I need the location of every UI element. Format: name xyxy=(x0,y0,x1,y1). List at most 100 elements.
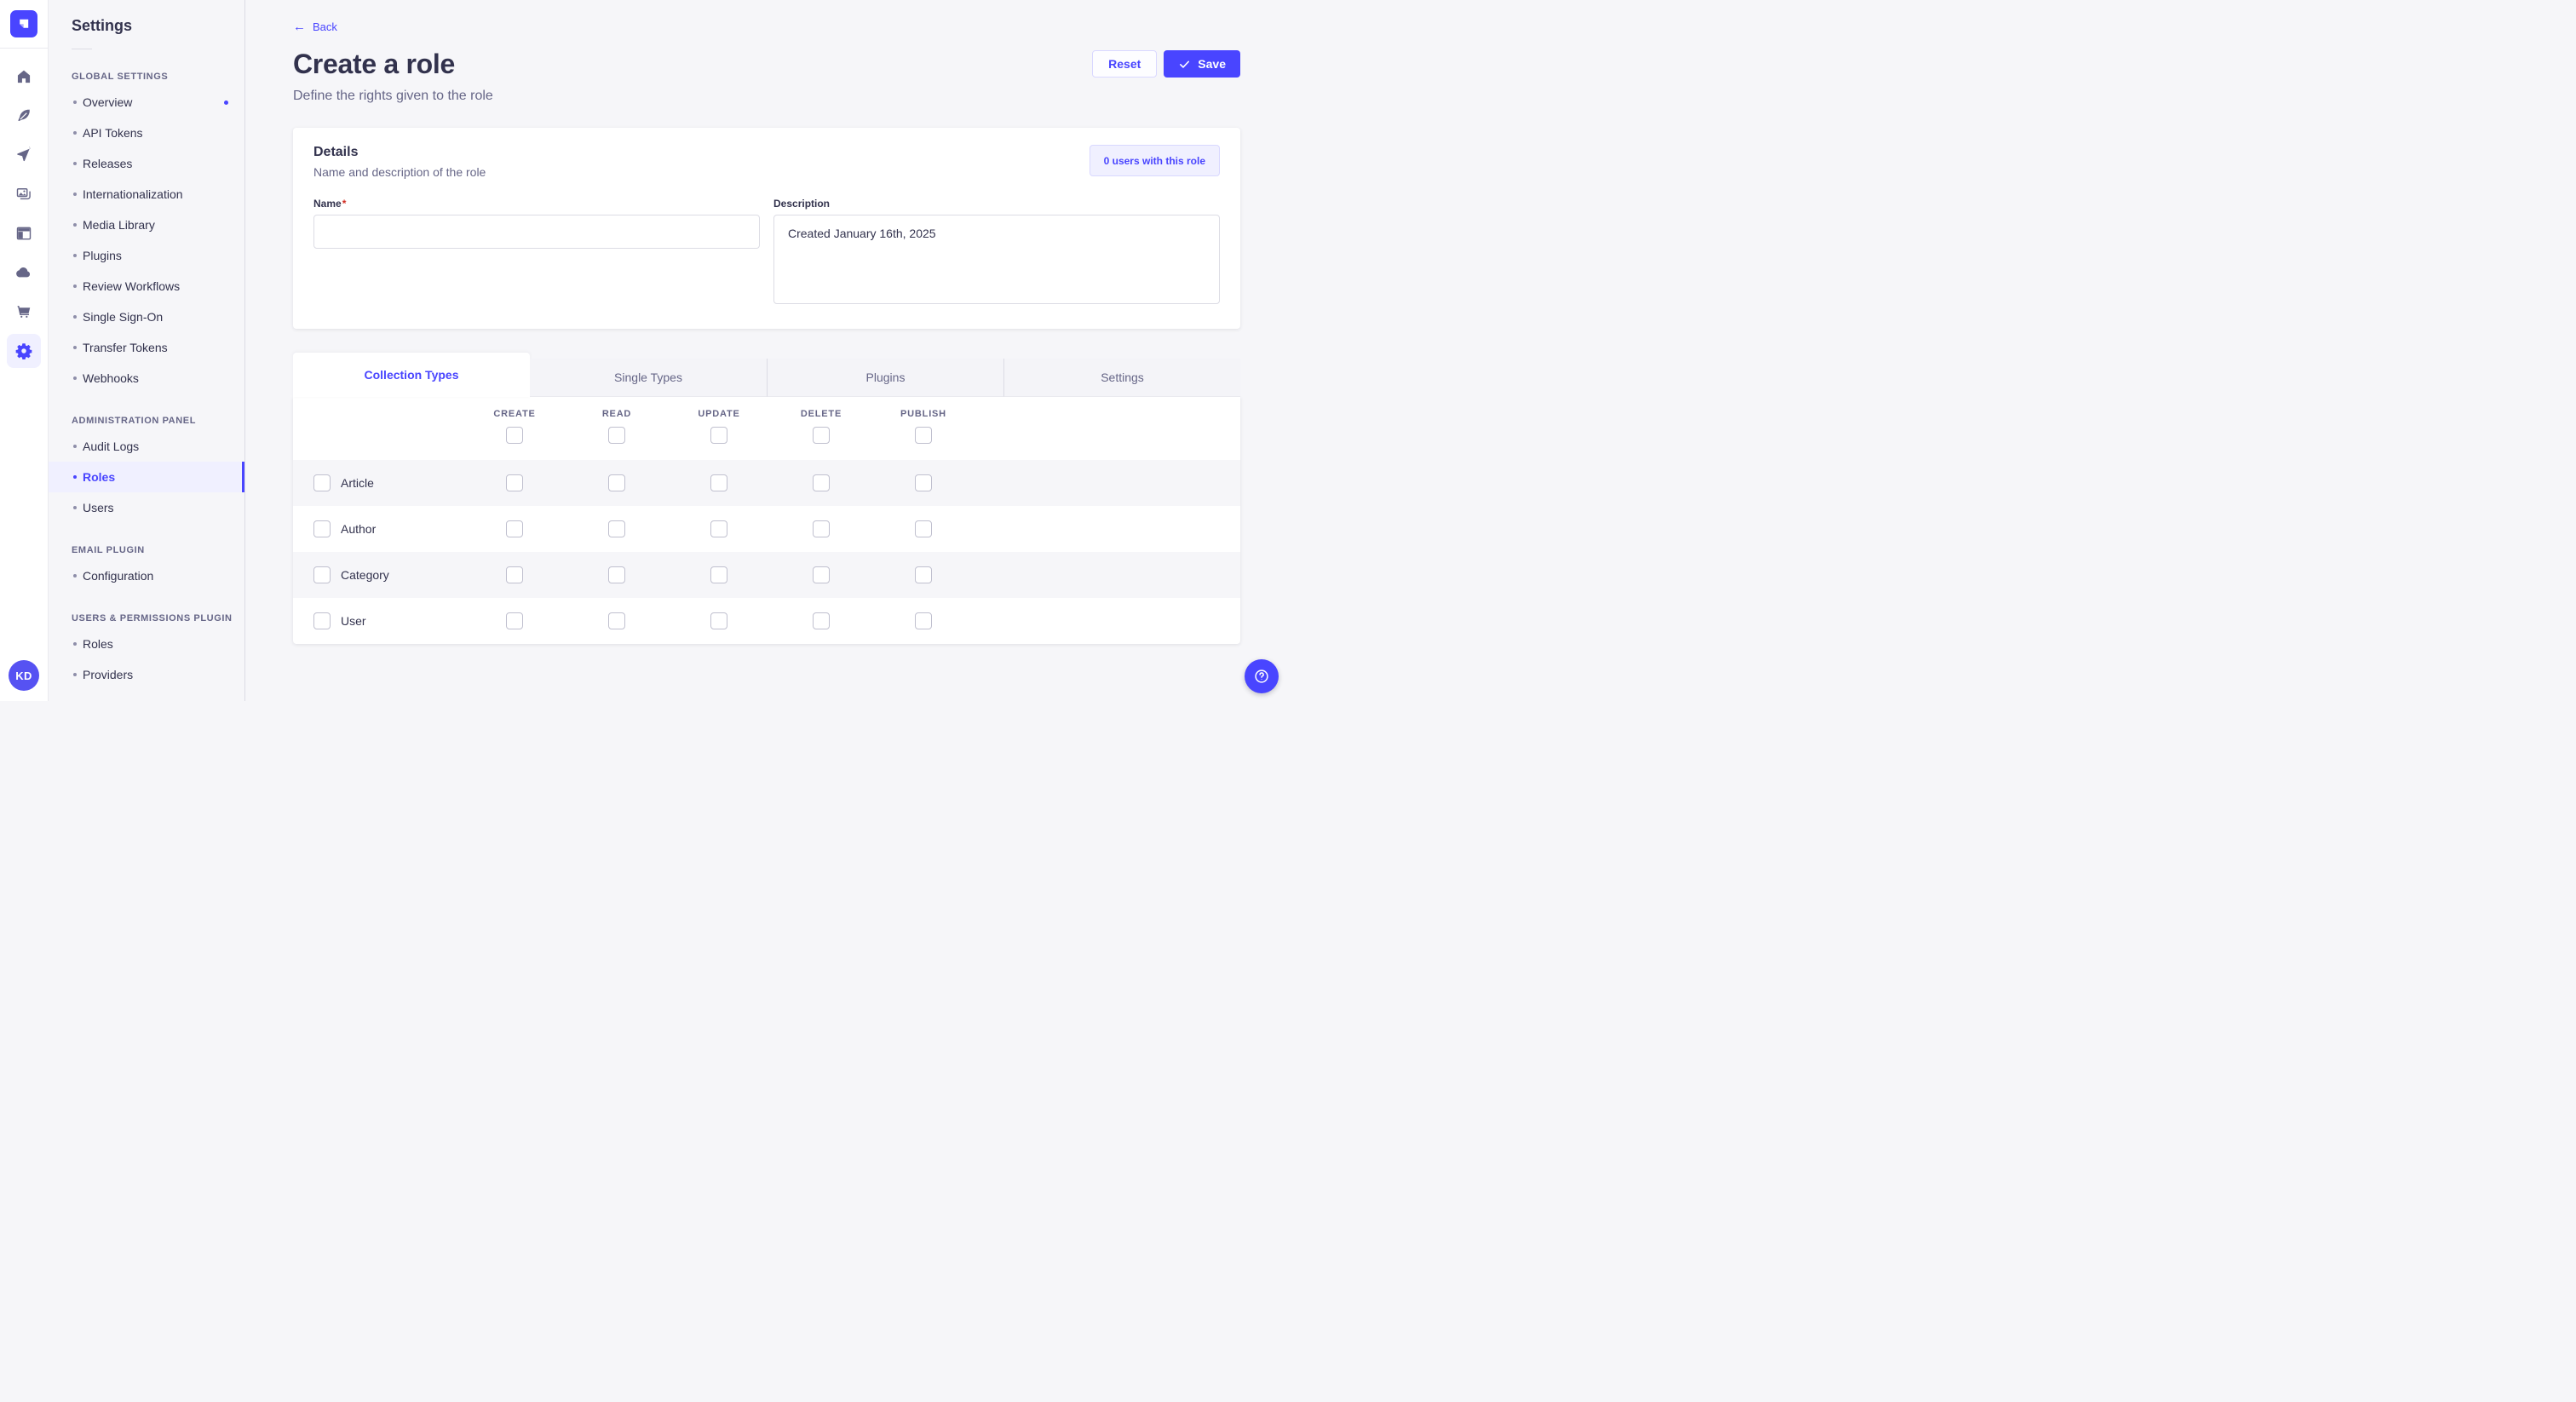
permissions-tabs: Collection Types Single Types Plugins Se… xyxy=(293,353,1240,397)
home-icon[interactable] xyxy=(7,60,41,94)
column-header-delete: DELETE xyxy=(800,409,842,419)
user-delete-checkbox[interactable] xyxy=(813,612,830,629)
strapi-logo[interactable] xyxy=(0,0,48,49)
back-label: Back xyxy=(313,20,337,33)
row-select-checkbox[interactable] xyxy=(313,612,331,629)
tab-plugins[interactable]: Plugins xyxy=(767,359,1003,397)
column-header-update: UPDATE xyxy=(698,409,740,419)
category-read-checkbox[interactable] xyxy=(608,566,625,583)
bullet-icon xyxy=(73,315,77,319)
help-button[interactable] xyxy=(1245,659,1279,693)
role-name-input[interactable] xyxy=(313,215,760,249)
user-create-checkbox[interactable] xyxy=(506,612,523,629)
section-global-settings: GLOBAL SETTINGS xyxy=(72,72,169,82)
tab-settings[interactable]: Settings xyxy=(1003,359,1240,397)
content-feather-icon[interactable] xyxy=(7,99,41,133)
reset-button[interactable]: Reset xyxy=(1092,50,1158,78)
sidebar-item-releases[interactable]: Releases xyxy=(49,148,244,179)
user-read-checkbox[interactable] xyxy=(608,612,625,629)
row-label: Author xyxy=(341,522,377,536)
article-read-checkbox[interactable] xyxy=(608,474,625,491)
sidebar-item-api-tokens[interactable]: API Tokens xyxy=(49,118,244,148)
settings-create-role-page: KD Settings GLOBAL SETTINGS Overview API… xyxy=(0,0,1288,701)
author-delete-checkbox[interactable] xyxy=(813,520,830,537)
sidebar-item-single-sign-on[interactable]: Single Sign-On xyxy=(49,302,244,332)
sidebar-item-media-library[interactable]: Media Library xyxy=(49,210,244,240)
sidebar-item-review-workflows[interactable]: Review Workflows xyxy=(49,271,244,302)
strapi-logo-icon xyxy=(10,10,37,37)
sidebar-item-label: Internationalization xyxy=(83,187,183,201)
bullet-icon xyxy=(73,131,77,135)
tab-collection-types[interactable]: Collection Types xyxy=(293,353,530,397)
bullet-icon xyxy=(73,506,77,509)
sidebar-item-internationalization[interactable]: Internationalization xyxy=(49,179,244,210)
author-create-checkbox[interactable] xyxy=(506,520,523,537)
send-icon[interactable] xyxy=(7,138,41,172)
select-all-publish-checkbox[interactable] xyxy=(915,427,932,444)
tab-single-types[interactable]: Single Types xyxy=(530,359,767,397)
row-label: Article xyxy=(341,476,374,490)
sidebar-item-label: Webhooks xyxy=(83,371,139,385)
sidebar-item-providers[interactable]: Providers xyxy=(49,659,244,690)
sidebar-item-label: Providers xyxy=(83,668,134,681)
select-all-create-checkbox[interactable] xyxy=(506,427,523,444)
sidebar-item-label: Roles xyxy=(83,637,113,651)
row-select-checkbox[interactable] xyxy=(313,566,331,583)
article-delete-checkbox[interactable] xyxy=(813,474,830,491)
sidebar-item-overview[interactable]: Overview xyxy=(49,87,244,118)
sidebar-item-label: Audit Logs xyxy=(83,440,140,453)
marketplace-cart-icon[interactable] xyxy=(7,295,41,329)
author-read-checkbox[interactable] xyxy=(608,520,625,537)
author-update-checkbox[interactable] xyxy=(710,520,727,537)
article-update-checkbox[interactable] xyxy=(710,474,727,491)
details-title: Details xyxy=(313,145,359,159)
select-all-update-checkbox[interactable] xyxy=(710,427,727,444)
author-publish-checkbox[interactable] xyxy=(915,520,932,537)
table-row-article: Article xyxy=(293,460,1240,506)
main-content: ← Back Create a role Define the rights g… xyxy=(245,0,1288,701)
section-users-permissions-plugin: USERS & PERMISSIONS PLUGIN xyxy=(72,613,233,623)
select-all-read-checkbox[interactable] xyxy=(608,427,625,444)
sidebar-item-label: Media Library xyxy=(83,218,155,232)
user-avatar[interactable]: KD xyxy=(9,660,39,691)
select-all-delete-checkbox[interactable] xyxy=(813,427,830,444)
sidebar-item-users[interactable]: Users xyxy=(49,492,244,523)
row-select-checkbox[interactable] xyxy=(313,474,331,491)
category-update-checkbox[interactable] xyxy=(710,566,727,583)
sidebar-item-up-roles[interactable]: Roles xyxy=(49,629,244,659)
sidebar-item-configuration[interactable]: Configuration xyxy=(49,560,244,591)
users-with-role-button[interactable]: 0 users with this role xyxy=(1089,145,1220,176)
bullet-icon xyxy=(73,346,77,349)
row-label: User xyxy=(341,614,366,628)
role-description-textarea[interactable]: Created January 16th, 2025 xyxy=(773,215,1220,304)
sidebar-item-webhooks[interactable]: Webhooks xyxy=(49,363,244,394)
sidebar-item-label: Overview xyxy=(83,95,133,109)
media-library-icon[interactable] xyxy=(7,177,41,211)
page-subtitle: Define the rights given to the role xyxy=(293,89,493,103)
user-publish-checkbox[interactable] xyxy=(915,612,932,629)
user-update-checkbox[interactable] xyxy=(710,612,727,629)
section-administration-panel: ADMINISTRATION PANEL xyxy=(72,416,197,426)
save-button[interactable]: Save xyxy=(1164,50,1240,78)
row-label: Category xyxy=(341,568,389,582)
category-create-checkbox[interactable] xyxy=(506,566,523,583)
settings-gear-icon[interactable] xyxy=(7,334,41,368)
category-delete-checkbox[interactable] xyxy=(813,566,830,583)
description-field-group: Description Created January 16th, 2025 xyxy=(773,198,1220,308)
app-icon-rail: KD xyxy=(0,0,49,701)
column-header-publish: PUBLISH xyxy=(900,409,946,419)
row-select-checkbox[interactable] xyxy=(313,520,331,537)
sidebar-item-audit-logs[interactable]: Audit Logs xyxy=(49,431,244,462)
back-link[interactable]: ← Back xyxy=(293,20,337,33)
layout-icon[interactable] xyxy=(7,216,41,250)
help-question-icon xyxy=(1255,669,1268,683)
sidebar-item-roles-active[interactable]: Roles xyxy=(49,462,244,492)
details-subtitle: Name and description of the role xyxy=(313,165,486,179)
table-row-user: User xyxy=(293,598,1240,644)
article-create-checkbox[interactable] xyxy=(506,474,523,491)
article-publish-checkbox[interactable] xyxy=(915,474,932,491)
sidebar-item-transfer-tokens[interactable]: Transfer Tokens xyxy=(49,332,244,363)
cloud-icon[interactable] xyxy=(7,256,41,290)
category-publish-checkbox[interactable] xyxy=(915,566,932,583)
sidebar-item-plugins[interactable]: Plugins xyxy=(49,240,244,271)
